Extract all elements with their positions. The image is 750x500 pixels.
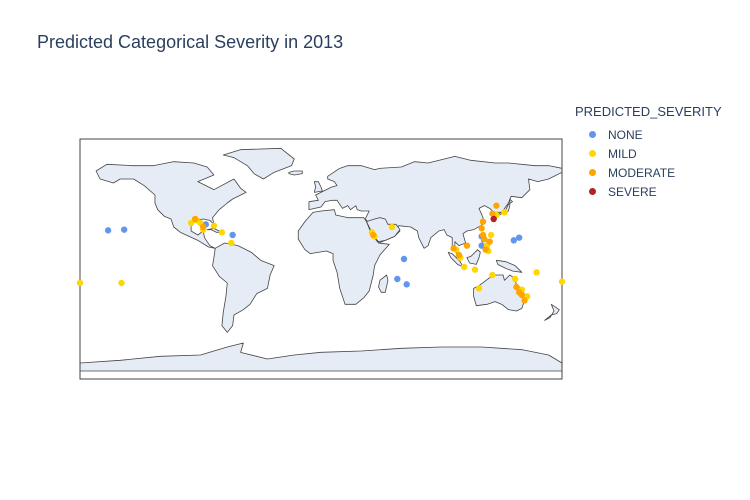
point-mild[interactable]	[218, 229, 226, 236]
legend-marker-severe	[589, 188, 596, 195]
landmass-africa	[297, 209, 390, 305]
landmass-antarctica	[80, 342, 562, 372]
point-moderate[interactable]	[479, 218, 487, 225]
point-moderate[interactable]	[513, 283, 520, 291]
point-moderate[interactable]	[199, 223, 207, 231]
point-none[interactable]	[515, 234, 523, 241]
point-none[interactable]	[229, 231, 236, 239]
point-none[interactable]	[400, 255, 408, 263]
landmass-greenland	[222, 147, 295, 180]
point-none[interactable]	[403, 281, 410, 288]
point-mild[interactable]	[118, 279, 125, 287]
point-moderate[interactable]	[482, 246, 489, 253]
legend-label-none: NONE	[608, 127, 643, 142]
point-moderate[interactable]	[493, 202, 500, 209]
legend-item-mild[interactable]: MILD	[575, 144, 722, 163]
point-moderate[interactable]	[478, 225, 485, 232]
legend-label-mild: MILD	[608, 146, 637, 161]
point-none[interactable]	[510, 237, 517, 244]
point-mild[interactable]	[533, 269, 540, 276]
point-none[interactable]	[104, 227, 112, 234]
legend-item-severe[interactable]: SEVERE	[575, 182, 722, 201]
landmass-borneo	[466, 249, 481, 265]
point-moderate[interactable]	[489, 210, 496, 217]
point-mild[interactable]	[228, 239, 235, 247]
point-moderate[interactable]	[450, 245, 457, 252]
point-mild[interactable]	[76, 279, 84, 287]
point-moderate[interactable]	[455, 251, 463, 259]
landmass-iceland	[288, 170, 303, 176]
landmass-madagascar	[378, 274, 389, 293]
landmass-uk	[313, 181, 323, 193]
point-mild[interactable]	[487, 231, 495, 239]
legend-marker-none	[589, 131, 596, 138]
point-moderate[interactable]	[463, 242, 471, 249]
point-mild[interactable]	[558, 278, 566, 285]
landmass-eurasia	[308, 155, 562, 259]
land-layer	[80, 147, 562, 372]
landmass-new-zealand	[544, 303, 560, 321]
point-mild[interactable]	[210, 222, 218, 229]
point-moderate[interactable]	[486, 238, 493, 245]
point-none[interactable]	[120, 226, 128, 233]
point-mild[interactable]	[475, 285, 483, 292]
legend-label-moderate: MODERATE	[608, 165, 676, 180]
point-moderate[interactable]	[191, 215, 199, 223]
legend: PREDICTED_SEVERITY NONE MILD MODERATE SE…	[575, 104, 722, 201]
point-mild[interactable]	[471, 266, 479, 273]
chart-title: Predicted Categorical Severity in 2013	[37, 32, 344, 52]
landmass-south-america	[212, 242, 275, 333]
point-none[interactable]	[394, 275, 401, 283]
map-frame	[79, 138, 563, 380]
point-moderate[interactable]	[521, 297, 528, 304]
legend-item-none[interactable]: NONE	[575, 125, 722, 144]
point-mild[interactable]	[489, 271, 496, 279]
points-layer	[76, 202, 566, 304]
point-moderate[interactable]	[518, 291, 526, 299]
legend-title: PREDICTED_SEVERITY	[575, 104, 722, 119]
point-mild[interactable]	[187, 219, 195, 227]
point-mild[interactable]	[511, 275, 519, 283]
legend-marker-mild	[589, 150, 596, 157]
point-mild[interactable]	[501, 209, 508, 216]
landmass-north-america	[95, 161, 247, 249]
legend-item-moderate[interactable]: MODERATE	[575, 163, 722, 182]
point-none[interactable]	[478, 242, 485, 249]
legend-label-severe: SEVERE	[608, 184, 657, 199]
landmass-new-guinea	[495, 259, 523, 273]
point-mild[interactable]	[461, 263, 468, 271]
point-mild[interactable]	[388, 223, 396, 231]
point-moderate[interactable]	[370, 231, 377, 239]
legend-marker-moderate	[589, 169, 596, 176]
point-severe[interactable]	[490, 215, 497, 223]
point-moderate[interactable]	[481, 235, 488, 243]
